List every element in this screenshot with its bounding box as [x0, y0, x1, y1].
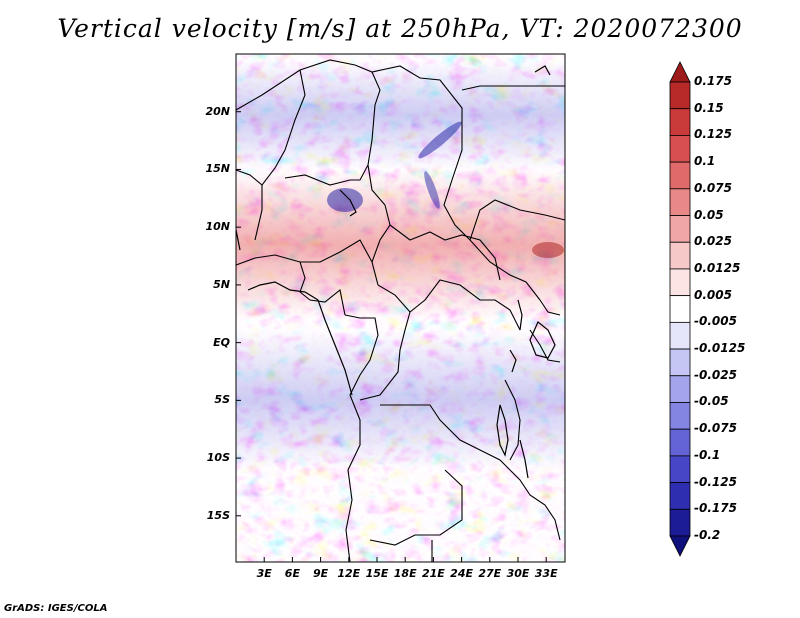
map-title: Vertical velocity [m/s] at 250hPa, VT: 2…	[57, 14, 743, 43]
colorbar-cell	[669, 321, 691, 350]
lon-tick-label: 18E	[393, 567, 417, 580]
colorbar-label: -0.005	[694, 314, 737, 329]
colorbar-cell	[669, 402, 691, 430]
colorbar-label: 0.075	[694, 180, 732, 195]
colorbar-label: -0.025	[694, 367, 737, 382]
map-frame	[235, 53, 566, 563]
colorbar-cell	[669, 428, 691, 457]
colorbar-cell	[669, 508, 691, 537]
colorbar-label: 0.025	[694, 234, 732, 249]
colorbar-label: -0.1	[694, 447, 721, 462]
colorbar-label: 0.05	[694, 207, 724, 222]
colorbar-cell	[669, 215, 691, 243]
colorbar-cell	[669, 108, 691, 136]
colorbar-label: -0.075	[694, 421, 737, 436]
colorbar-label: -0.2	[694, 528, 721, 542]
lon-tick-label: 3E	[256, 567, 272, 580]
lat-tick-label: 5S	[214, 393, 230, 407]
colorbar-label: 0.0125	[694, 260, 741, 275]
lat-tick-label: 10N	[205, 220, 230, 234]
lon-tick-label: 24E	[450, 567, 473, 580]
country-borders	[235, 59, 566, 563]
colorbar-cell	[669, 455, 691, 483]
grads-credit: GrADS: IGES/COLA	[4, 603, 108, 614]
colorbar-cell	[669, 188, 691, 216]
lat-tick-label: 15N	[205, 162, 230, 176]
colorbar-cell	[669, 161, 691, 190]
colorbar-cell	[669, 535, 691, 557]
colorbar-label: -0.175	[694, 501, 737, 516]
colorbar-label: -0.0125	[694, 341, 746, 356]
lon-tick-label: 27E	[478, 567, 502, 580]
lat-tick-label: 10S	[206, 451, 230, 465]
colorbar-cell	[669, 268, 691, 297]
colorbar-label: 0.125	[694, 127, 732, 142]
colorbar-cell	[669, 81, 691, 110]
lon-tick-label: 21E	[421, 567, 445, 580]
colorbar-cell	[669, 348, 691, 377]
lon-tick-label: 33E	[534, 567, 558, 580]
colorbar-cell	[669, 295, 691, 323]
colorbar-label: 0.005	[694, 287, 732, 302]
lon-tick-label: 30E	[506, 567, 530, 580]
colorbar-cell	[669, 61, 691, 83]
colorbar-label: -0.05	[694, 394, 729, 409]
lon-tick-label: 15E	[365, 567, 389, 580]
lon-tick-label: 12E	[337, 567, 361, 580]
lon-tick-label: 6E	[284, 567, 300, 580]
lon-tick-label: 9E	[313, 567, 329, 580]
lat-tick-label: 20N	[205, 104, 230, 118]
colorbar-cell	[669, 135, 691, 163]
colorbar-label: 0.15	[694, 100, 724, 115]
lat-tick-label: EQ	[213, 335, 230, 349]
colorbar-label: 0.175	[694, 74, 732, 88]
colorbar-cell	[669, 482, 691, 510]
velocity-field	[236, 54, 565, 562]
lat-tick-label: 15S	[206, 508, 230, 522]
colorbar-label: 0.1	[694, 154, 716, 169]
lakes-and-coast	[235, 65, 556, 479]
colorbar-cell	[669, 375, 691, 403]
lat-tick-label: 5N	[213, 277, 230, 291]
colorbar-label: -0.125	[694, 474, 737, 489]
colorbar-cell	[669, 241, 691, 270]
